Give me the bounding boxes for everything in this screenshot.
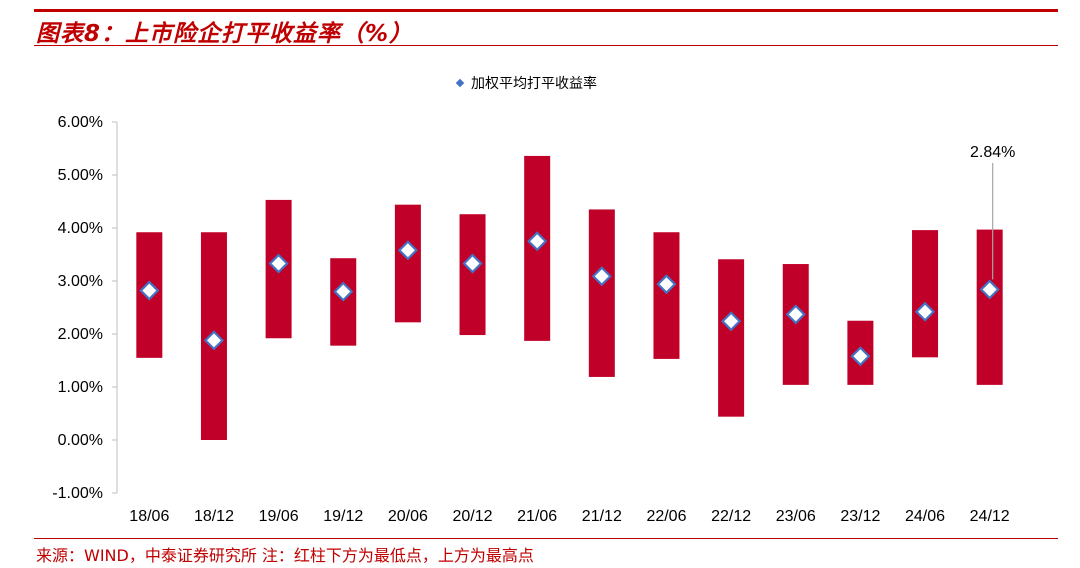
top-rule [34, 9, 1058, 12]
range-bar [459, 214, 486, 336]
annotation: 2.84% [970, 144, 1015, 280]
x-tick-label: 19/06 [259, 508, 299, 525]
x-tick-label: 20/12 [453, 508, 493, 525]
average-marker [268, 253, 289, 274]
y-tick-label: 0.00% [58, 432, 103, 449]
average-marker [333, 281, 354, 302]
average-marker [656, 274, 677, 295]
average-marker [527, 231, 548, 252]
average-marker [139, 280, 160, 301]
average-marker [721, 311, 742, 332]
footer-rule [34, 538, 1058, 539]
legend-marker [455, 78, 465, 88]
annotation-label: 2.84% [970, 144, 1015, 161]
y-tick-label: -1.00% [52, 485, 103, 502]
x-tick-label: 23/12 [840, 508, 880, 525]
x-tick-label: 24/06 [905, 508, 945, 525]
y-tick-label: 6.00% [58, 114, 103, 131]
range-bar [588, 209, 615, 377]
average-marker [914, 301, 936, 322]
page-title: 图表8：上市险企打平收益率（%） [36, 21, 414, 47]
x-tick-label: 19/12 [323, 508, 363, 525]
x-tick-label: 18/12 [194, 508, 234, 525]
legend-label: 加权平均打平收益率 [471, 75, 597, 92]
x-tick-label: 22/12 [711, 508, 751, 525]
average-marker [591, 266, 612, 287]
range-bars [136, 155, 1003, 440]
source-note: 来源：WIND，中泰证券研究所 注：红柱下方为最低点，上方为最高点 [36, 546, 534, 565]
range-bar [782, 264, 809, 385]
y-tick-label: 4.00% [58, 220, 103, 237]
x-tick-label: 24/12 [970, 508, 1010, 525]
range-bar [330, 258, 357, 346]
range-bar [653, 232, 680, 359]
x-tick-label: 21/12 [582, 508, 622, 525]
title-rule [34, 45, 1058, 46]
range-bar [912, 230, 939, 358]
average-marker [979, 279, 1000, 300]
x-tick-label: 22/06 [646, 508, 686, 525]
y-tick-label: 1.00% [58, 379, 103, 396]
range-bar [976, 229, 1003, 385]
range-bar [394, 204, 421, 323]
y-tick-label: 3.00% [58, 273, 103, 290]
average-markers [139, 231, 1000, 367]
y-axis: -1.00% 0.00% 1.00% 2.00% 3.00% 4.00% 5.00% 6.00… [52, 114, 118, 502]
range-bar [718, 259, 745, 417]
x-tick-label: 18/06 [129, 508, 169, 525]
average-marker [462, 253, 483, 274]
average-marker [785, 304, 806, 325]
x-tick-label: 21/06 [517, 508, 557, 525]
average-marker [850, 346, 871, 367]
y-tick-label: 5.00% [58, 167, 103, 184]
x-axis: 18/06 18/12 19/06 19/12 20/06 20/12 21/06 21/12… [129, 508, 1009, 525]
x-tick-label: 23/06 [776, 508, 816, 525]
average-marker [203, 330, 225, 351]
average-marker [397, 240, 418, 261]
x-tick-label: 20/06 [388, 508, 428, 525]
legend: 加权平均打平收益率 [455, 75, 597, 92]
y-tick-label: 2.00% [58, 326, 103, 343]
